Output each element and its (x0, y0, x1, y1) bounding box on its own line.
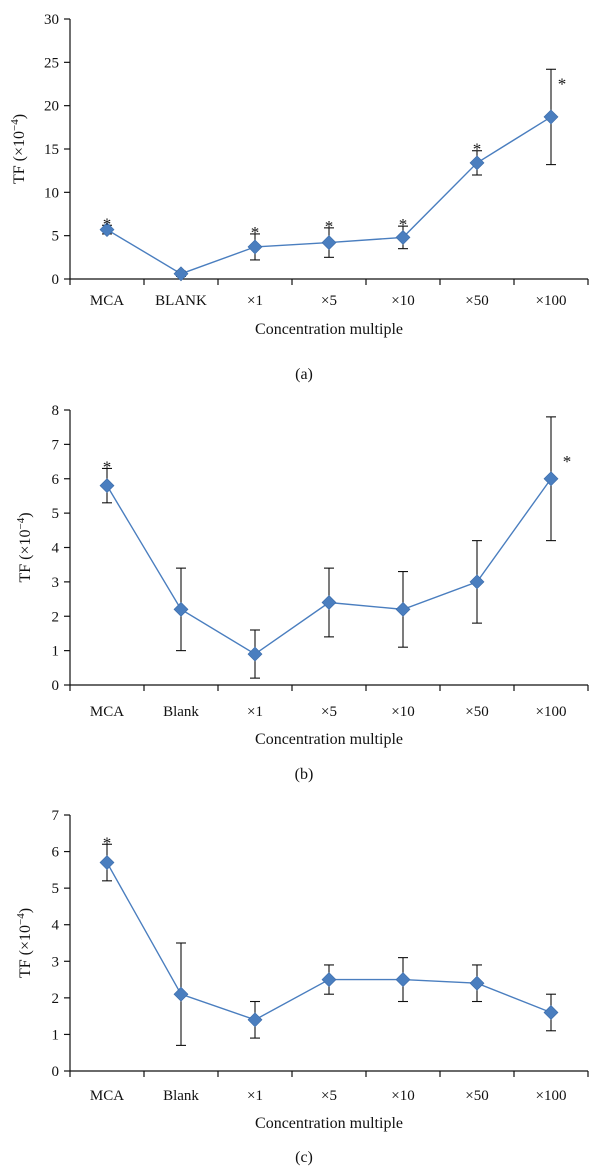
y-axis-label: TF (×10−4) (9, 114, 28, 184)
x-axis-label: Concentration multiple (255, 1115, 403, 1132)
data-point-marker (543, 109, 559, 125)
y-tick-label: 2 (52, 609, 60, 625)
y-axis-label-close: ) (11, 114, 28, 119)
chart-panel-2: 0 1 2 3 4 5 6 7 8 MCA Blank ×1 ×5 ×10 ×50 ×100 * * TF (×10… (15, 403, 589, 783)
y-tick-label: 10 (44, 185, 59, 201)
significance-star: * (103, 833, 112, 852)
x-tick-label: Blank (163, 1088, 199, 1104)
x-tick-label: ×10 (391, 1088, 414, 1104)
panel-label: (c) (295, 1149, 313, 1166)
y-axis-label-main: TF (×10 (17, 530, 34, 583)
y-axis-label-main: TF (×10 (17, 925, 34, 978)
data-point-marker (247, 1012, 263, 1028)
significance-star: * (399, 215, 408, 234)
y-tick-label: 0 (52, 272, 60, 288)
y-tick-label: 30 (44, 12, 59, 28)
significance-star: * (103, 457, 112, 476)
x-tick-label: ×100 (536, 704, 567, 720)
y-tick-label: 8 (52, 403, 60, 419)
y-axis-label-exponent: −4 (9, 119, 21, 131)
significance-star: * (558, 74, 567, 93)
data-point-marker (543, 1005, 559, 1020)
significance-star: * (563, 452, 572, 471)
data-point-marker (543, 471, 559, 487)
chart-panel-1: 0 5 10 15 20 25 30 MCA BLANK ×1 ×5 ×10 ×50 ×100 * * * * * *… (9, 12, 589, 383)
y-tick-label: 6 (52, 472, 60, 488)
x-tick-label: Blank (163, 704, 199, 720)
x-tick-label: ×50 (465, 293, 488, 309)
x-tick-label: ×1 (247, 704, 263, 720)
y-tick-label: 5 (52, 229, 60, 245)
significance-star: * (103, 214, 112, 233)
y-tick-label: 0 (52, 1064, 60, 1080)
y-axis-label: TF (×10−4) (15, 512, 34, 582)
x-tick-label: MCA (90, 1088, 124, 1104)
y-axis-label: TF (×10−4) (15, 908, 34, 978)
panel-label: (a) (295, 366, 313, 383)
y-tick-label: 15 (44, 142, 59, 158)
data-point-marker (395, 229, 411, 245)
data-point-marker (395, 972, 411, 987)
y-axis-label-close: ) (17, 908, 34, 913)
data-point-marker (173, 601, 189, 617)
data-point-marker (395, 601, 411, 617)
data-point-marker (321, 972, 337, 987)
x-tick-label: MCA (90, 704, 124, 720)
y-tick-label: 1 (52, 644, 60, 660)
y-tick-label: 3 (52, 575, 60, 591)
x-tick-label: ×100 (536, 293, 567, 309)
x-tick-label: ×50 (465, 704, 488, 720)
x-tick-label: ×10 (391, 704, 414, 720)
data-point-marker (247, 646, 263, 662)
y-tick-label: 0 (52, 678, 60, 694)
y-tick-label: 5 (52, 881, 60, 897)
significance-star: * (325, 217, 334, 236)
x-tick-label: BLANK (155, 293, 207, 309)
y-axis-label-exponent: −4 (15, 913, 27, 925)
data-point-marker (321, 235, 337, 251)
significance-star: * (473, 140, 482, 159)
data-point-marker (469, 574, 485, 590)
y-axis-label-close: ) (17, 512, 34, 517)
data-point-marker (99, 478, 115, 494)
x-axis-label: Concentration multiple (255, 321, 403, 338)
panel-label: (b) (295, 766, 314, 783)
y-tick-label: 4 (52, 541, 60, 557)
data-point-marker (321, 595, 337, 610)
x-tick-label: ×1 (247, 293, 263, 309)
data-point-marker (173, 986, 189, 1002)
y-axis-label-main: TF (×10 (11, 131, 28, 184)
y-tick-label: 7 (52, 808, 60, 824)
y-tick-label: 2 (52, 991, 60, 1007)
data-point-marker (247, 239, 263, 255)
chart-panel-3: 0 1 2 3 4 5 6 7 MCA Blank ×1 ×5 ×10 ×50 ×100 * TF (×10−4… (15, 808, 589, 1166)
data-point-marker (173, 266, 189, 282)
x-tick-label: ×5 (321, 1088, 337, 1104)
series-line (106, 862, 552, 1021)
x-tick-label: ×100 (536, 1088, 567, 1104)
y-tick-label: 20 (44, 99, 59, 115)
y-tick-label: 7 (52, 437, 60, 453)
x-axis-label: Concentration multiple (255, 731, 403, 748)
x-tick-label: ×10 (391, 293, 414, 309)
significance-star: * (251, 223, 260, 242)
y-tick-label: 25 (44, 55, 59, 71)
x-tick-label: ×1 (247, 1088, 263, 1104)
data-point-marker (469, 975, 485, 991)
y-tick-label: 5 (52, 506, 60, 522)
data-point-marker (99, 222, 115, 238)
x-tick-label: ×5 (321, 293, 337, 309)
y-tick-label: 4 (52, 918, 60, 934)
y-tick-label: 1 (52, 1027, 60, 1043)
y-tick-label: 6 (52, 845, 60, 861)
x-tick-label: ×50 (465, 1088, 488, 1104)
data-point-marker (99, 855, 115, 870)
x-tick-label: MCA (90, 293, 124, 309)
x-tick-label: ×5 (321, 704, 337, 720)
data-point-marker (469, 155, 485, 171)
y-axis-label-exponent: −4 (15, 517, 27, 529)
y-tick-label: 3 (52, 954, 60, 970)
